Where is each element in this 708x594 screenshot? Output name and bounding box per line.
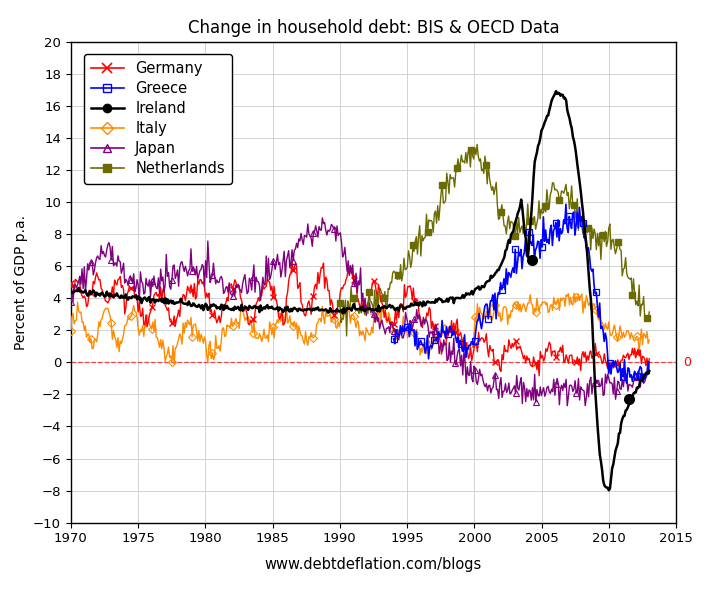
Line: Greece: Greece <box>391 201 652 386</box>
Line: Netherlands: Netherlands <box>337 141 652 339</box>
Line: Ireland: Ireland <box>71 91 649 490</box>
Ireland <box>134 293 142 300</box>
Greece <box>555 237 564 244</box>
Netherlands <box>553 187 561 194</box>
Ireland <box>605 486 613 494</box>
Greece <box>581 234 589 241</box>
Netherlands <box>343 333 351 340</box>
Italy <box>570 290 578 297</box>
Germany <box>481 336 489 343</box>
Title: Change in household debt: BIS & OECD Data: Change in household debt: BIS & OECD Dat… <box>188 19 559 37</box>
X-axis label: www.debtdeflation.com/blogs: www.debtdeflation.com/blogs <box>265 557 482 571</box>
Netherlands <box>498 211 507 219</box>
Italy <box>134 326 142 333</box>
Italy <box>481 315 489 323</box>
Italy <box>67 327 75 334</box>
Italy <box>264 338 273 345</box>
Japan <box>263 277 272 285</box>
Line: Germany: Germany <box>68 258 652 379</box>
Germany <box>288 258 297 265</box>
Ireland <box>480 283 489 290</box>
Netherlands <box>473 141 481 148</box>
Italy <box>645 336 653 343</box>
Italy <box>86 339 94 346</box>
Germany <box>535 372 544 380</box>
Japan <box>386 329 394 336</box>
Germany <box>342 276 350 283</box>
Ireland <box>552 87 560 94</box>
Ireland <box>384 302 393 309</box>
Germany <box>645 355 653 362</box>
Ireland <box>263 302 272 309</box>
Japan <box>645 358 653 365</box>
Ireland <box>67 287 75 294</box>
Ireland <box>645 368 653 375</box>
Netherlands <box>645 308 653 315</box>
Japan <box>67 298 75 305</box>
Greece <box>455 345 463 352</box>
Japan <box>134 282 142 289</box>
Germany <box>67 280 75 287</box>
Japan <box>318 214 326 222</box>
Japan <box>342 257 350 264</box>
Netherlands <box>336 299 344 307</box>
Japan <box>86 261 94 268</box>
Netherlands <box>452 169 460 176</box>
Netherlands <box>523 220 531 228</box>
Netherlands <box>377 289 386 296</box>
Greece <box>561 201 570 208</box>
Ireland <box>86 287 94 295</box>
Greece <box>622 380 631 387</box>
Greece <box>389 335 398 342</box>
Greece <box>645 369 653 377</box>
Y-axis label: Percent of GDP p.a.: Percent of GDP p.a. <box>13 214 28 350</box>
Germany <box>134 308 142 315</box>
Greece <box>592 289 600 296</box>
Germany <box>263 276 272 283</box>
Germany <box>386 321 394 328</box>
Italy <box>170 360 178 367</box>
Greece <box>454 333 462 340</box>
Japan <box>563 402 571 409</box>
Line: Italy: Italy <box>68 290 652 366</box>
Germany <box>86 287 94 294</box>
Legend: Germany, Greece, Ireland, Italy, Japan, Netherlands: Germany, Greece, Ireland, Italy, Japan, … <box>84 53 232 184</box>
Line: Japan: Japan <box>68 215 652 409</box>
Japan <box>481 383 489 390</box>
Italy <box>342 308 350 315</box>
Greece <box>609 359 617 366</box>
Ireland <box>341 309 349 316</box>
Italy <box>386 313 394 320</box>
Text: 0: 0 <box>683 356 691 369</box>
Netherlands <box>496 215 504 222</box>
